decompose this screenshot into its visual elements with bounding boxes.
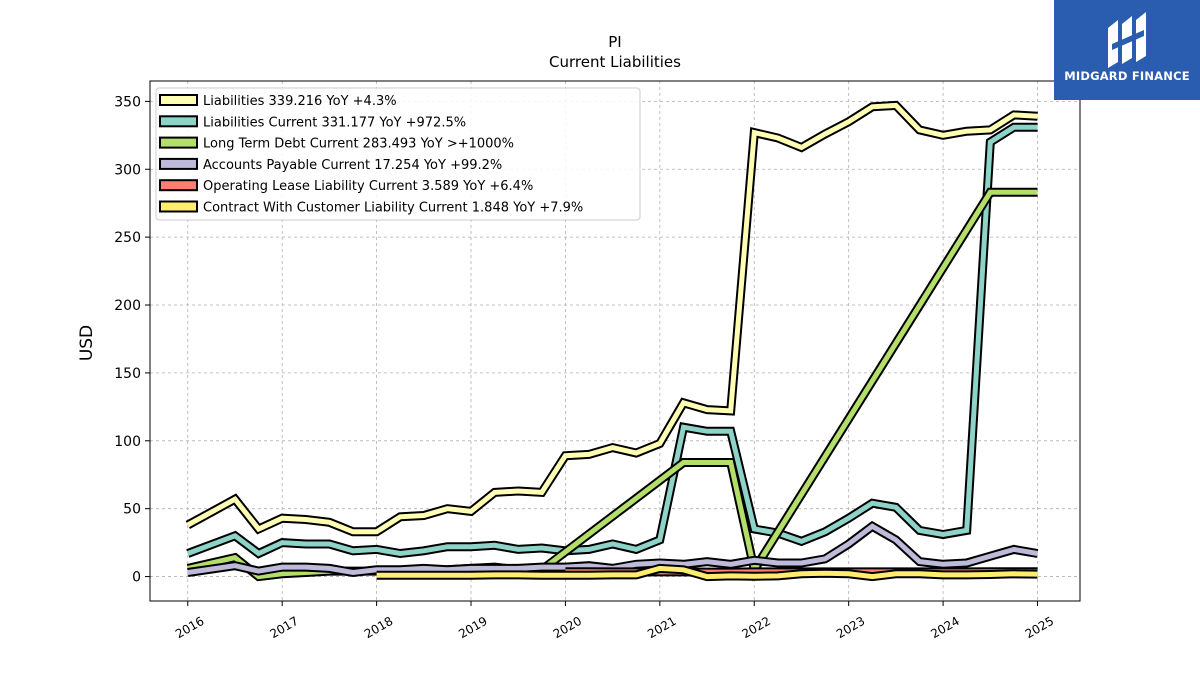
series-line-3 — [187, 523, 1038, 576]
legend-label-2: Long Term Debt Current 283.493 YoY >+100… — [203, 137, 514, 152]
y-tick-label: 50 — [123, 502, 141, 518]
y-tick-label: 200 — [114, 298, 141, 314]
legend-swatch-5 — [159, 200, 198, 213]
plot-frame — [149, 80, 1081, 602]
legend-swatch-3 — [159, 157, 198, 170]
series-line-0 — [186, 102, 1038, 535]
x-tick-label: 2016 — [173, 614, 206, 641]
y-tick-label: 350 — [114, 94, 141, 110]
chart-title: PI — [608, 33, 621, 51]
series-line-1 — [186, 124, 1038, 557]
legend-label-5: Contract With Customer Liability Current… — [203, 201, 583, 216]
legend-swatch-2 — [159, 136, 198, 149]
x-tick-label: 2022 — [740, 614, 773, 641]
x-tick-label: 2024 — [928, 614, 961, 641]
legend-swatch-1 — [159, 115, 198, 128]
x-tick-label: 2025 — [1023, 614, 1056, 641]
y-tick-label: 0 — [132, 570, 141, 586]
y-tick-label: 250 — [114, 230, 141, 246]
legend-label-0: Liabilities 339.216 YoY +4.3% — [203, 94, 397, 109]
logo-mark-icon — [1108, 12, 1146, 68]
y-tick-label: 150 — [114, 366, 141, 382]
series-line-5 — [376, 565, 1038, 580]
legend-label-4: Operating Lease Liability Current 3.589 … — [203, 179, 533, 194]
y-axis-label: USD — [77, 325, 97, 361]
legend-swatch-0 — [159, 94, 198, 106]
x-tick-label: 2018 — [362, 614, 395, 641]
y-tick-label: 100 — [114, 434, 141, 450]
plot-area — [185, 100, 1039, 582]
chart-subtitle: Current Liabilities — [549, 53, 681, 71]
x-tick-label: 2017 — [267, 614, 300, 641]
x-tick-label: 2020 — [551, 614, 584, 641]
x-tick-label: 2019 — [456, 614, 489, 641]
legend-label-1: Liabilities Current 331.177 YoY +972.5% — [203, 115, 466, 130]
logo-text: MIDGARD FINANCE — [1064, 69, 1190, 83]
legend-label-3: Accounts Payable Current 17.254 YoY +99.… — [203, 158, 502, 173]
x-tick-label: 2021 — [645, 614, 678, 641]
y-tick-label: 300 — [114, 162, 141, 178]
legend-swatch-4 — [159, 179, 198, 192]
legend-box — [155, 87, 641, 221]
x-tick-label: 2023 — [834, 614, 867, 641]
logo: MIDGARD FINANCE — [1054, 0, 1200, 100]
